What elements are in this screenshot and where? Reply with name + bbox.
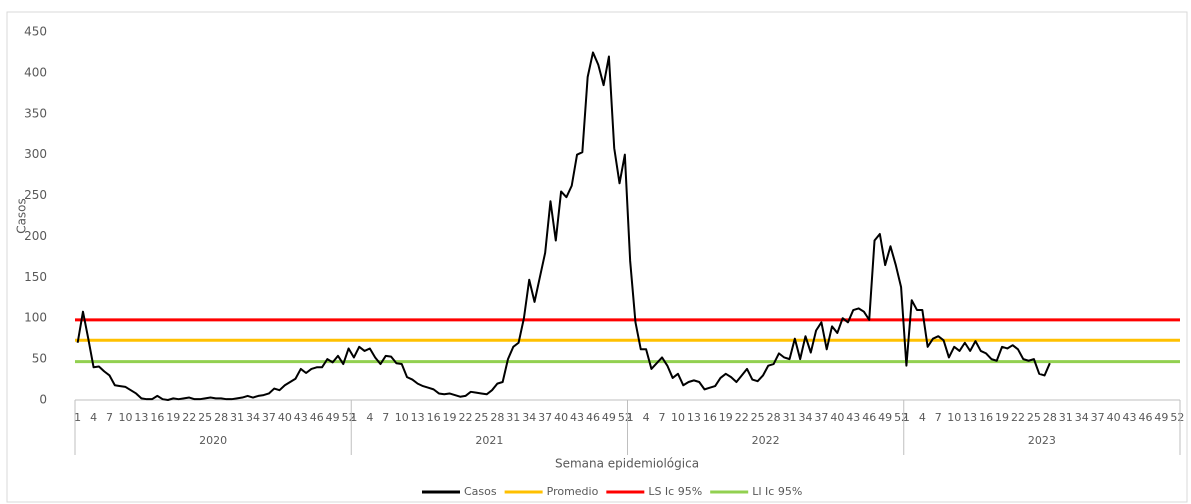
x-tick-label: 34 <box>1075 411 1089 424</box>
x-tick-label: 34 <box>246 411 260 424</box>
x-tick-label: 10 <box>395 411 409 424</box>
x-tick-label: 34 <box>798 411 812 424</box>
x-tick-label: 16 <box>150 411 164 424</box>
x-tick-label: 25 <box>1027 411 1041 424</box>
group-label: 2021 <box>475 434 503 447</box>
x-tick-label: 1 <box>903 411 910 424</box>
x-tick-label: 46 <box>1138 411 1152 424</box>
y-tick-label: 0 <box>39 393 47 407</box>
x-tick-label: 43 <box>570 411 584 424</box>
x-tick-label: 37 <box>1091 411 1105 424</box>
x-tick-label: 19 <box>166 411 180 424</box>
x-tick-label: 43 <box>1123 411 1137 424</box>
x-tick-label: 13 <box>687 411 701 424</box>
x-tick-label: 10 <box>947 411 961 424</box>
x-tick-label: 22 <box>1011 411 1025 424</box>
x-tick-label: 4 <box>366 411 373 424</box>
x-tick-label: 40 <box>278 411 292 424</box>
x-tick-label: 49 <box>602 411 616 424</box>
legend-label: LS Ic 95% <box>648 485 702 498</box>
x-tick-label: 7 <box>935 411 942 424</box>
x-tick-label: 37 <box>538 411 552 424</box>
x-tick-label: 31 <box>506 411 520 424</box>
y-tick-label: 300 <box>24 147 47 161</box>
x-tick-label: 28 <box>1043 411 1057 424</box>
x-tick-label: 28 <box>490 411 504 424</box>
y-tick-label: 50 <box>32 352 47 366</box>
x-tick-label: 49 <box>326 411 340 424</box>
x-tick-label: 25 <box>474 411 488 424</box>
y-tick-label: 400 <box>24 65 47 79</box>
y-tick-label: 250 <box>24 188 47 202</box>
y-tick-label: 200 <box>24 229 47 243</box>
x-tick-label: 46 <box>862 411 876 424</box>
x-tick-label: 31 <box>1059 411 1073 424</box>
x-tick-label: 31 <box>783 411 797 424</box>
x-tick-label: 19 <box>995 411 1009 424</box>
x-tick-label: 25 <box>751 411 765 424</box>
legend-label: Promedio <box>547 485 599 498</box>
x-tick-label: 40 <box>554 411 568 424</box>
x-tick-label: 16 <box>427 411 441 424</box>
x-tick-label: 1 <box>74 411 81 424</box>
y-tick-label: 150 <box>24 270 47 284</box>
x-tick-label: 28 <box>767 411 781 424</box>
x-tick-label: 10 <box>671 411 685 424</box>
x-tick-label: 10 <box>118 411 132 424</box>
x-tick-label: 13 <box>411 411 425 424</box>
x-tick-label: 52 <box>1170 411 1184 424</box>
x-tick-label: 7 <box>106 411 113 424</box>
x-tick-label: 16 <box>703 411 717 424</box>
chart-frame <box>6 11 1188 503</box>
x-tick-label: 25 <box>198 411 212 424</box>
x-tick-label: 4 <box>643 411 650 424</box>
data-line <box>76 51 1051 401</box>
x-tick-label: 7 <box>659 411 666 424</box>
legend-label: LI Ic 95% <box>752 485 802 498</box>
x-tick-label: 49 <box>878 411 892 424</box>
x-tick-label: 49 <box>1154 411 1168 424</box>
x-tick-label: 22 <box>735 411 749 424</box>
x-tick-label: 52 <box>618 411 632 424</box>
legend-label: Casos <box>464 485 497 498</box>
x-tick-label: 22 <box>182 411 196 424</box>
x-tick-label: 52 <box>342 411 356 424</box>
x-tick-label: 43 <box>294 411 308 424</box>
y-tick-label: 450 <box>24 25 47 39</box>
x-tick-label: 22 <box>458 411 472 424</box>
x-tick-label: 1 <box>627 411 634 424</box>
x-axis-title: Semana epidemiológica <box>555 457 699 471</box>
x-tick-label: 34 <box>522 411 536 424</box>
x-tick-label: 43 <box>846 411 860 424</box>
x-tick-label: 40 <box>1107 411 1121 424</box>
group-label: 2023 <box>1028 434 1056 447</box>
x-tick-label: 28 <box>214 411 228 424</box>
x-tick-label: 52 <box>894 411 908 424</box>
x-tick-label: 7 <box>382 411 389 424</box>
x-tick-label: 37 <box>814 411 828 424</box>
y-tick-label: 100 <box>24 311 47 325</box>
x-tick-label: 19 <box>443 411 457 424</box>
y-axis-title: Casos <box>15 198 29 234</box>
group-label: 2020 <box>199 434 227 447</box>
x-tick-label: 16 <box>979 411 993 424</box>
x-tick-label: 4 <box>919 411 926 424</box>
x-tick-label: 46 <box>586 411 600 424</box>
x-tick-label: 1 <box>350 411 357 424</box>
x-tick-label: 40 <box>830 411 844 424</box>
x-tick-label: 19 <box>719 411 733 424</box>
x-tick-label: 46 <box>310 411 324 424</box>
group-label: 2022 <box>752 434 780 447</box>
x-tick-label: 13 <box>963 411 977 424</box>
y-tick-label: 350 <box>24 106 47 120</box>
x-tick-label: 31 <box>230 411 244 424</box>
x-tick-label: 13 <box>134 411 148 424</box>
x-tick-label: 37 <box>262 411 276 424</box>
x-tick-label: 4 <box>90 411 97 424</box>
